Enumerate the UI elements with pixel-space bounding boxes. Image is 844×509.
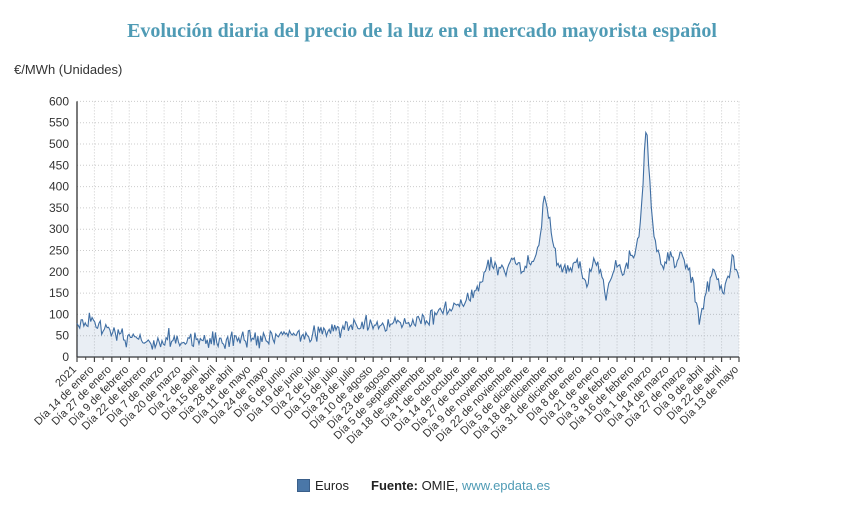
svg-text:50: 50 [56,329,70,343]
svg-text:500: 500 [49,137,69,151]
svg-text:200: 200 [49,265,69,279]
svg-text:400: 400 [49,180,69,194]
svg-text:350: 350 [49,201,69,215]
svg-text:550: 550 [49,116,69,130]
svg-text:250: 250 [49,244,69,258]
svg-text:600: 600 [49,94,69,108]
svg-text:450: 450 [49,158,69,172]
svg-text:100: 100 [49,307,69,321]
svg-text:0: 0 [62,350,69,364]
svg-text:150: 150 [49,286,69,300]
svg-text:300: 300 [49,222,69,236]
